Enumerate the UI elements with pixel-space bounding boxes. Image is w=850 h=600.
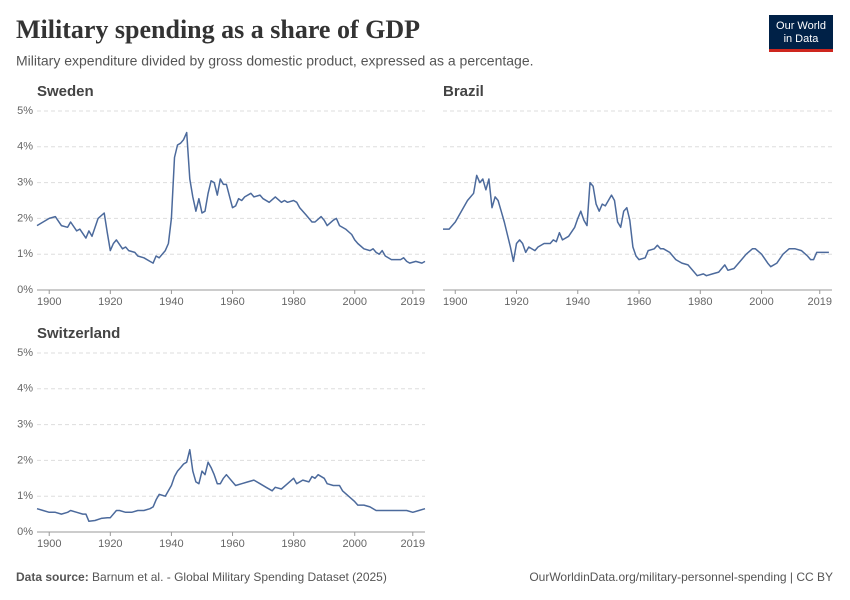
x-tick-label: 1920	[98, 538, 122, 550]
x-tick-label: 2000	[342, 296, 366, 308]
x-tick-label: 2000	[342, 538, 366, 550]
panel-title: Sweden	[37, 83, 94, 100]
source-text: Barnum et al. - Global Military Spending…	[92, 570, 387, 584]
x-tick-label: 2019	[401, 538, 425, 550]
x-tick-label: 1980	[688, 296, 712, 308]
y-tick-label: 0%	[17, 284, 33, 296]
chart-title: Military spending as a share of GDP	[16, 15, 420, 44]
panel-title: Switzerland	[37, 325, 120, 342]
x-tick-label: 1980	[281, 538, 305, 550]
x-tick-label: 1900	[443, 296, 467, 308]
logo-bar	[769, 49, 833, 52]
y-tick-label: 2%	[17, 212, 33, 224]
x-tick-label: 1960	[220, 538, 244, 550]
y-tick-label: 0%	[17, 526, 33, 538]
source-label: Data source:	[16, 570, 89, 584]
logo-box	[769, 15, 833, 52]
x-tick-label: 1900	[37, 296, 61, 308]
x-tick-label: 2019	[808, 296, 832, 308]
data-line	[36, 131, 426, 264]
logo[interactable]: Our World in Data	[769, 15, 833, 52]
x-tick-label: 1960	[627, 296, 651, 308]
logo-text: Our World	[776, 20, 826, 32]
y-tick-label: 5%	[17, 105, 33, 117]
y-tick-label: 3%	[17, 177, 33, 189]
source: Data source: Barnum et al. - Global Mili…	[16, 570, 387, 584]
x-tick-label: 1940	[159, 538, 183, 550]
logo-text: in Data	[784, 33, 820, 45]
x-tick-label: 1920	[98, 296, 122, 308]
x-tick-label: 1960	[220, 296, 244, 308]
panel-title: Brazil	[443, 83, 484, 100]
x-tick-label: 1900	[37, 538, 61, 550]
y-tick-label: 1%	[17, 248, 33, 260]
y-tick-label: 4%	[17, 383, 33, 395]
y-tick-label: 5%	[17, 347, 33, 359]
x-tick-label: 2019	[401, 296, 425, 308]
x-tick-label: 2000	[749, 296, 773, 308]
data-line	[443, 174, 829, 277]
x-tick-label: 1940	[159, 296, 183, 308]
chart-subtitle: Military expenditure divided by gross do…	[16, 53, 534, 69]
y-tick-label: 2%	[17, 454, 33, 466]
x-tick-label: 1980	[281, 296, 305, 308]
source-url[interactable]: OurWorldinData.org/military-personnel-sp…	[529, 570, 833, 584]
y-tick-label: 1%	[17, 490, 33, 502]
data-line	[36, 448, 426, 523]
x-tick-label: 1940	[566, 296, 590, 308]
y-tick-label: 4%	[17, 141, 33, 153]
x-tick-label: 1920	[504, 296, 528, 308]
y-tick-label: 3%	[17, 419, 33, 431]
